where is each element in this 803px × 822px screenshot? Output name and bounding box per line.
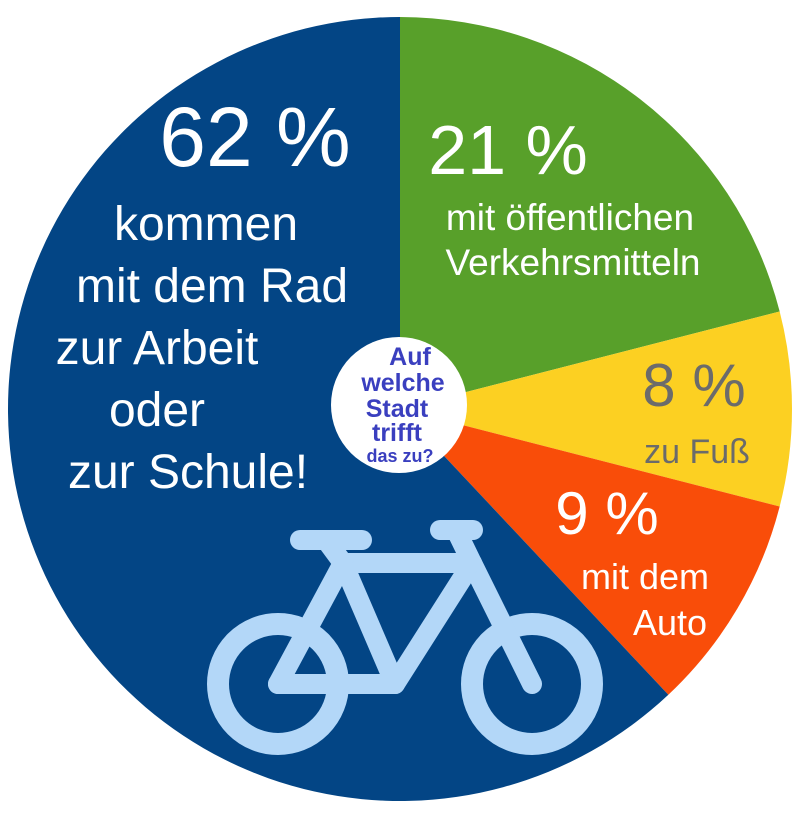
slice-auto-label-line: mit dem [581,556,709,597]
question-badge-line: trifft [372,419,423,447]
slice-rad-label-line: kommen [114,198,298,251]
slice-auto-label-line: Auto [633,602,707,643]
pie-slice-fuss [400,311,792,507]
slice-oepnv-label-line: mit öffentlichen [446,197,694,238]
question-badge-line: Stadt [366,395,429,423]
pie-slice-auto [400,409,780,695]
slice-rad-label-line: zur Schule! [68,446,308,499]
question-badge-line: Auf [389,343,431,371]
bicycle-icon [207,520,603,755]
pie-slice-oepnv [400,17,780,409]
question-badge: Auf welche Stadt trifft das zu? [331,337,467,473]
slice-rad-value-label: 62 % [159,90,350,184]
slice-auto-value-label: 9 % [555,480,658,547]
slice-rad-label-line: zur Arbeit [56,322,259,375]
slice-fuss-label-line: zu Fuß [644,433,750,471]
slice-fuss-value-label: 8 % [642,352,745,419]
question-badge-line: das zu? [366,446,433,466]
question-badge-circle [331,337,467,473]
slice-oepnv-value-label: 21 % [428,111,588,189]
slice-rad-label-line: mit dem Rad [76,260,348,313]
question-badge-line: welche [360,369,444,397]
slice-rad-label-line: oder [109,384,205,437]
slice-oepnv-label-line: Verkehrsmitteln [446,242,701,283]
